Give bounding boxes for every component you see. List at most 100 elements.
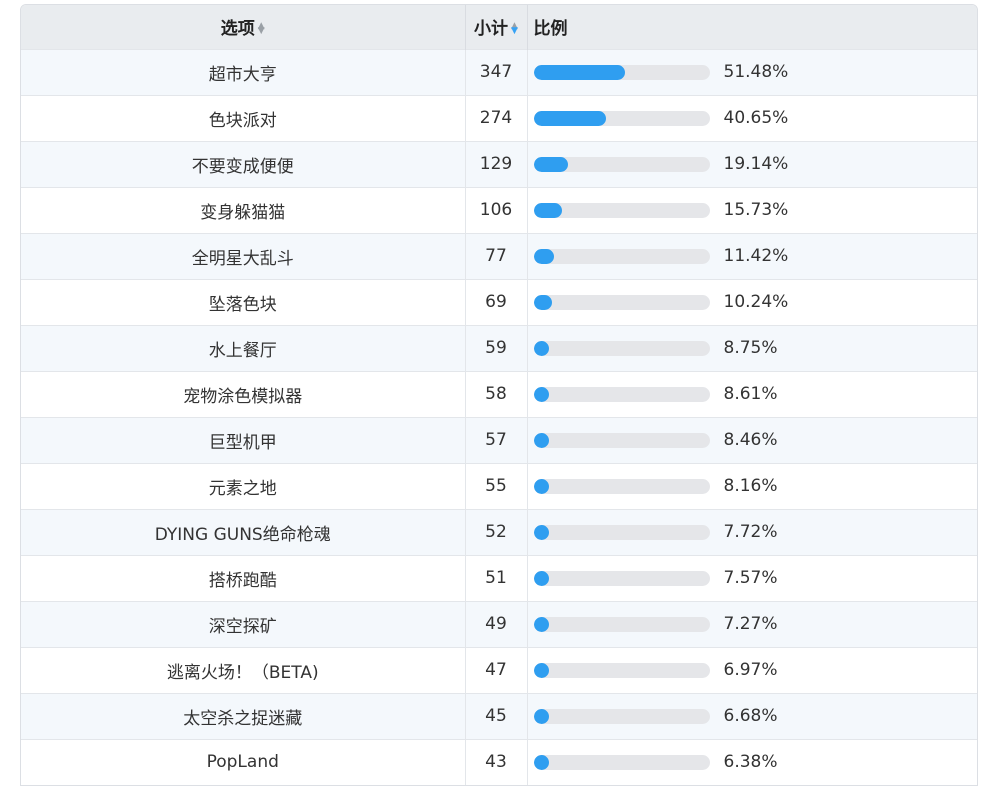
count-cell: 57 — [465, 416, 528, 463]
progress-bar-fill — [533, 708, 549, 724]
count-cell: 129 — [465, 140, 528, 187]
count-cell: 47 — [465, 646, 528, 693]
option-cell: 坠落色块 — [21, 278, 466, 325]
progress-bar-fill — [533, 432, 549, 448]
ratio-cell: 11.42% — [527, 232, 977, 279]
progress-bar-track — [533, 156, 710, 172]
ratio-text: 6.38% — [723, 752, 778, 773]
table-header-row: 选项 ▲ ▼ 小计 ▲ ▼ 比例 — [21, 5, 977, 49]
progress-bar-track — [533, 110, 710, 126]
progress-bar-fill — [533, 478, 549, 494]
option-cell: 全明星大乱斗 — [21, 232, 466, 279]
count-cell: 347 — [465, 48, 528, 95]
progress-bar-track — [533, 202, 710, 218]
progress-bar-track — [533, 432, 710, 448]
count-cell: 45 — [465, 692, 528, 739]
table-row: PopLand 43 6.38% — [21, 738, 977, 785]
ratio-cell: 8.75% — [527, 324, 977, 371]
ratio-cell: 6.68% — [527, 692, 977, 739]
ratio-text: 8.61% — [723, 384, 778, 404]
ratio-cell: 7.57% — [527, 554, 977, 601]
ratio-cell: 15.73% — [527, 186, 977, 233]
table-row: 逃离火场！（BETA) 47 6.97% — [21, 646, 977, 693]
count-cell: 59 — [465, 324, 528, 371]
column-header-ratio-label: 比例 — [533, 19, 568, 40]
count-cell: 69 — [465, 278, 528, 325]
ratio-text: 8.16% — [723, 476, 778, 496]
ratio-text: 51.48% — [723, 62, 789, 82]
table-row: 太空杀之捉迷藏 45 6.68% — [21, 692, 977, 739]
column-header-ratio: 比例 — [527, 5, 977, 49]
option-cell: 变身躲猫猫 — [21, 186, 466, 233]
option-cell: 逃离火场！（BETA) — [21, 646, 466, 693]
table-row: 搭桥跑酷 51 7.57% — [21, 554, 977, 601]
progress-bar-track — [533, 294, 710, 310]
count-cell: 49 — [465, 600, 528, 647]
sort-icon[interactable]: ▲ ▼ — [257, 21, 265, 37]
column-header-count[interactable]: 小计 ▲ ▼ — [465, 5, 528, 49]
progress-bar-fill — [533, 64, 625, 80]
progress-bar-track — [533, 64, 710, 80]
option-cell: DYING GUNS绝命枪魂 — [21, 508, 466, 555]
ratio-text: 6.68% — [723, 706, 778, 726]
option-cell: 元素之地 — [21, 462, 466, 509]
progress-bar-track — [533, 524, 710, 540]
option-cell: 搭桥跑酷 — [21, 554, 466, 601]
results-table: 选项 ▲ ▼ 小计 ▲ ▼ 比例 超市大亨 347 51.48% 色块派对 274 40.65% 不… — [21, 5, 977, 785]
table-row: 全明星大乱斗 77 11.42% — [21, 232, 977, 279]
table-row: 巨型机甲 57 8.46% — [21, 416, 977, 463]
ratio-text: 19.14% — [723, 154, 789, 174]
count-cell: 55 — [465, 462, 528, 509]
count-cell: 77 — [465, 232, 528, 279]
progress-bar-fill — [533, 110, 606, 126]
option-cell: 深空探矿 — [21, 600, 466, 647]
ratio-cell: 6.38% — [527, 738, 977, 785]
ratio-cell: 6.97% — [527, 646, 977, 693]
ratio-cell: 8.16% — [527, 462, 977, 509]
ratio-text: 6.97% — [723, 660, 778, 680]
progress-bar-track — [533, 570, 710, 586]
table-body: 超市大亨 347 51.48% 色块派对 274 40.65% 不要变成便便 129 19.14… — [21, 48, 977, 785]
progress-bar-fill — [533, 524, 549, 540]
sort-active-icon[interactable]: ▲ ▼ — [511, 21, 518, 37]
progress-bar-track — [533, 478, 710, 494]
progress-bar-fill — [533, 202, 562, 218]
progress-bar-fill — [533, 754, 549, 770]
ratio-cell: 8.46% — [527, 416, 977, 463]
option-cell: 太空杀之捉迷藏 — [21, 692, 466, 739]
table-row: 坠落色块 69 10.24% — [21, 278, 977, 325]
table-row: 变身躲猫猫 106 15.73% — [21, 186, 977, 233]
ratio-cell: 51.48% — [527, 48, 977, 95]
option-cell: 宠物涂色模拟器 — [21, 370, 466, 417]
column-header-option-label: 选项 — [220, 19, 255, 40]
option-cell: 不要变成便便 — [21, 140, 466, 187]
progress-bar-fill — [533, 248, 554, 264]
ratio-text: 8.75% — [723, 338, 778, 358]
option-cell: 水上餐厅 — [21, 324, 466, 371]
ratio-text: 10.24% — [723, 292, 789, 312]
table-row: 水上餐厅 59 8.75% — [21, 324, 977, 371]
progress-bar-track — [533, 708, 710, 724]
table-row: 元素之地 55 8.16% — [21, 462, 977, 509]
count-cell: 51 — [465, 554, 528, 601]
column-header-count-label: 小计 — [474, 19, 509, 40]
table-row: 色块派对 274 40.65% — [21, 94, 977, 141]
table-row: 不要变成便便 129 19.14% — [21, 140, 977, 187]
ratio-text: 7.72% — [723, 522, 778, 542]
progress-bar-track — [533, 386, 710, 402]
progress-bar-fill — [533, 570, 549, 586]
ratio-text: 7.57% — [723, 568, 778, 588]
progress-bar-fill — [533, 294, 552, 310]
ratio-cell: 7.72% — [527, 508, 977, 555]
progress-bar-track — [533, 248, 710, 264]
count-cell: 274 — [465, 94, 528, 141]
progress-bar-fill — [533, 616, 549, 632]
progress-bar-fill — [533, 662, 549, 678]
progress-bar-track — [533, 340, 710, 356]
column-header-option[interactable]: 选项 ▲ ▼ — [21, 5, 466, 49]
results-table-container: 选项 ▲ ▼ 小计 ▲ ▼ 比例 超市大亨 347 51.48% 色块派对 274 40.65% 不… — [20, 4, 978, 786]
progress-bar-track — [533, 754, 710, 770]
ratio-text: 11.42% — [723, 246, 789, 266]
option-cell: PopLand — [21, 738, 466, 785]
ratio-text: 8.46% — [723, 430, 778, 450]
